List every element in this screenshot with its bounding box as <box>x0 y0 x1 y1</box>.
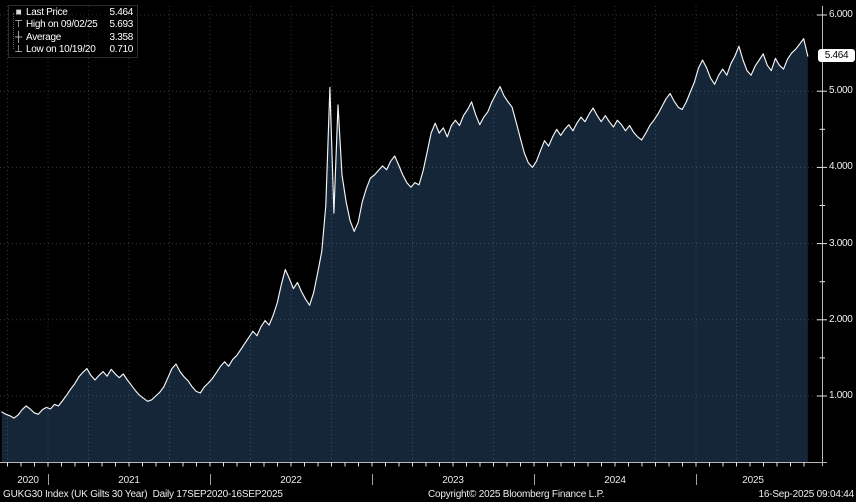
y-axis-label: 2.000 <box>829 314 853 325</box>
legend-item-average[interactable]: ┼ Average 3.358 <box>9 31 137 44</box>
legend-item-value: 5.693 <box>109 19 133 31</box>
last-price-marker-icon: ■ <box>15 6 22 18</box>
legend-item-high[interactable]: ⊤ High on 09/02/25 5.693 <box>9 19 137 32</box>
y-axis-label: 4.000 <box>829 161 853 172</box>
legend-item-value: 3.358 <box>109 31 133 43</box>
year-separator <box>210 474 211 485</box>
x-axis-year-label: 2022 <box>280 475 302 486</box>
copyright-notice: Copyright© 2025 Bloomberg Finance L.P. <box>428 489 605 500</box>
year-separator <box>372 474 373 485</box>
legend-item-label: Low on 10/19/20 <box>26 44 96 56</box>
y-axis-label: 1.000 <box>829 390 853 401</box>
legend-item-label: Average <box>26 31 61 43</box>
timestamp: 16-Sep-2025 09:04:44 <box>758 489 854 500</box>
high-marker-icon: ⊤ <box>14 19 23 31</box>
year-separator <box>48 474 49 485</box>
legend-item-last-price[interactable]: ■ Last Price 5.464 <box>9 6 137 19</box>
security-description: GUKG30 Index (UK Gilts 30 Year) Daily 17… <box>3 489 283 500</box>
average-marker-icon: ┼ <box>15 31 22 43</box>
last-price-axis-tag: 5.464 <box>818 49 855 62</box>
legend-item-value: 0.710 <box>109 44 133 56</box>
chart-legend: ■ Last Price 5.464 ⊤ High on 09/02/25 5.… <box>8 5 138 58</box>
price-line <box>1 38 809 419</box>
year-separator <box>534 474 535 485</box>
legend-item-value: 5.464 <box>109 6 133 18</box>
x-axis-year-label: 2020 <box>17 475 39 486</box>
legend-item-label: Last Price <box>26 6 68 18</box>
year-separator <box>696 474 697 485</box>
y-axis-label: 3.000 <box>829 238 853 249</box>
low-marker-icon: ⊥ <box>14 44 23 56</box>
y-axis-label: 6.000 <box>829 9 853 20</box>
area-fill <box>1 38 808 462</box>
x-axis-year-label: 2021 <box>118 475 140 486</box>
legend-item-low[interactable]: ⊥ Low on 10/19/20 0.710 <box>9 44 137 57</box>
x-axis-year-label: 2023 <box>442 475 464 486</box>
x-axis-year-label: 2025 <box>742 475 764 486</box>
legend-item-label: High on 09/02/25 <box>26 19 98 31</box>
legend-connector <box>13 13 14 49</box>
x-axis-year-label: 2024 <box>604 475 626 486</box>
y-axis-label: 5.000 <box>829 85 853 96</box>
